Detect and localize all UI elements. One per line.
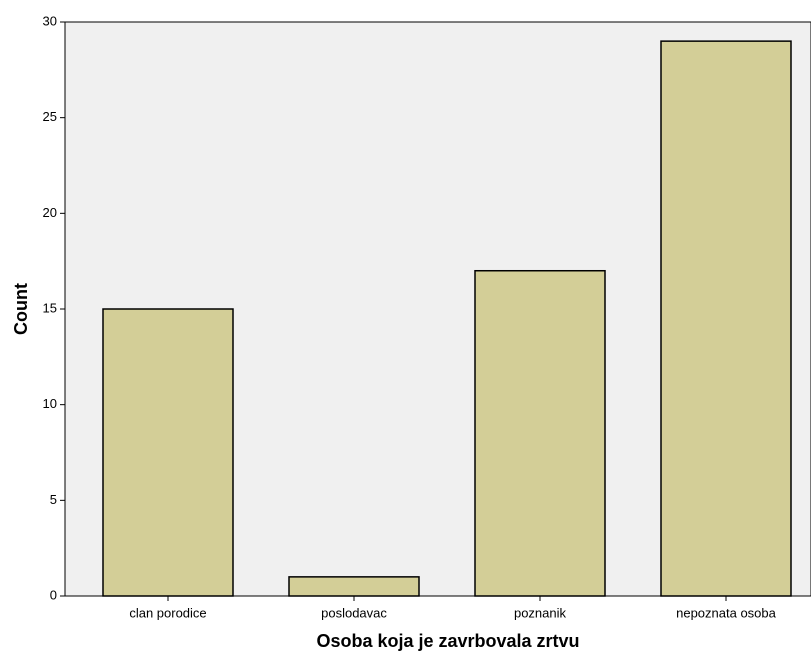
bar	[102, 308, 234, 597]
y-tick-label: 20	[43, 205, 57, 220]
x-tick-label: poslodavac	[321, 605, 387, 620]
x-tick-label: nepoznata osoba	[676, 605, 777, 620]
y-tick-label: 25	[43, 109, 57, 124]
y-tick-label: 15	[43, 300, 57, 315]
x-tick-label: poznanik	[514, 605, 567, 620]
y-tick-label: 0	[50, 587, 57, 602]
bar	[288, 576, 420, 597]
bar	[660, 40, 792, 597]
bar	[474, 269, 606, 597]
x-axis-title: Osoba koja je zavrbovala zrtvu	[316, 631, 579, 651]
y-tick-label: 10	[43, 396, 57, 411]
y-tick-label: 5	[50, 492, 57, 507]
y-axis-title: Count	[11, 283, 31, 335]
y-tick-label: 30	[43, 13, 57, 28]
x-tick-label: clan porodice	[129, 605, 206, 620]
